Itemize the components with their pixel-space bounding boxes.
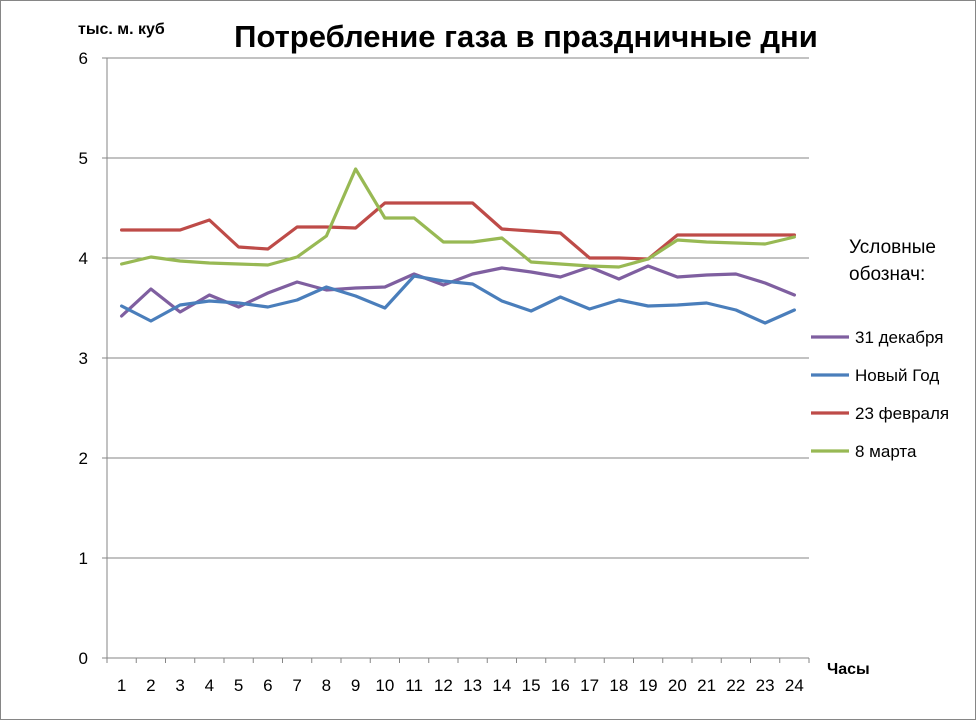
y-tick-label: 2 — [79, 449, 88, 468]
y-tick-label: 5 — [79, 149, 88, 168]
series-line-2 — [119, 274, 797, 325]
x-tick-label: 4 — [205, 676, 214, 695]
series-lines — [119, 167, 797, 325]
x-tick-label: 5 — [234, 676, 243, 695]
legend-label-2: Новый Год — [855, 366, 939, 385]
x-tick-label: 19 — [639, 676, 658, 695]
legend-title-line-1: Условные — [849, 237, 936, 258]
x-tick-label: 11 — [405, 676, 423, 695]
x-tick-label: 8 — [322, 676, 331, 695]
y-tick-label: 1 — [79, 549, 88, 568]
series-line-1 — [119, 264, 797, 318]
x-tick-label: 3 — [175, 676, 184, 695]
x-tick-label: 13 — [463, 676, 482, 695]
x-tick-label: 15 — [522, 676, 541, 695]
legend-label-4: 8 марта — [855, 442, 917, 461]
x-tick-label: 9 — [351, 676, 360, 695]
y-tick-labels: 0 1 2 3 4 5 6 — [79, 49, 88, 668]
y-tick-label: 3 — [79, 349, 88, 368]
x-tick-label: 18 — [609, 676, 628, 695]
y-tick-label: 6 — [79, 49, 88, 68]
series-line-3 — [119, 201, 797, 261]
x-tick-label: 2 — [146, 676, 155, 695]
chart-title: Потребление газа в праздничные дни — [234, 19, 818, 54]
x-tick-label: 12 — [434, 676, 453, 695]
y-axis-title: тыс. м. куб — [78, 21, 165, 38]
x-tick-label: 7 — [292, 676, 301, 695]
x-tick-label: 14 — [492, 676, 511, 695]
x-tick-label: 1 — [117, 676, 126, 695]
legend-label-1: 31 декабря — [855, 328, 943, 347]
x-tick-labels: 1 2 3 4 5 6 7 8 9 10 11 12 13 14 15 16 17 18 19 20 21 22 23 24 — [117, 676, 804, 695]
x-tick-label: 6 — [263, 676, 272, 695]
series-line-4 — [119, 167, 797, 269]
x-tick-label: 16 — [551, 676, 570, 695]
legend: Условные обознач: 31 декабря Новый Год 23 … — [811, 237, 949, 461]
x-axis-title: Часы — [827, 661, 870, 678]
x-tick-label: 17 — [580, 676, 599, 695]
legend-label-3: 23 февраля — [855, 404, 949, 423]
gridlines — [107, 57, 809, 559]
x-tick-label: 22 — [726, 676, 745, 695]
x-tick-label: 21 — [697, 676, 716, 695]
y-tick-label: 4 — [79, 249, 88, 268]
x-tick-label: 24 — [785, 676, 804, 695]
legend-title-line-2: обознач: — [849, 264, 925, 285]
y-tick-label: 0 — [79, 649, 88, 668]
x-tick-label: 10 — [375, 676, 394, 695]
x-tick-label: 20 — [668, 676, 687, 695]
x-tick-label: 23 — [756, 676, 775, 695]
axes — [102, 57, 810, 663]
